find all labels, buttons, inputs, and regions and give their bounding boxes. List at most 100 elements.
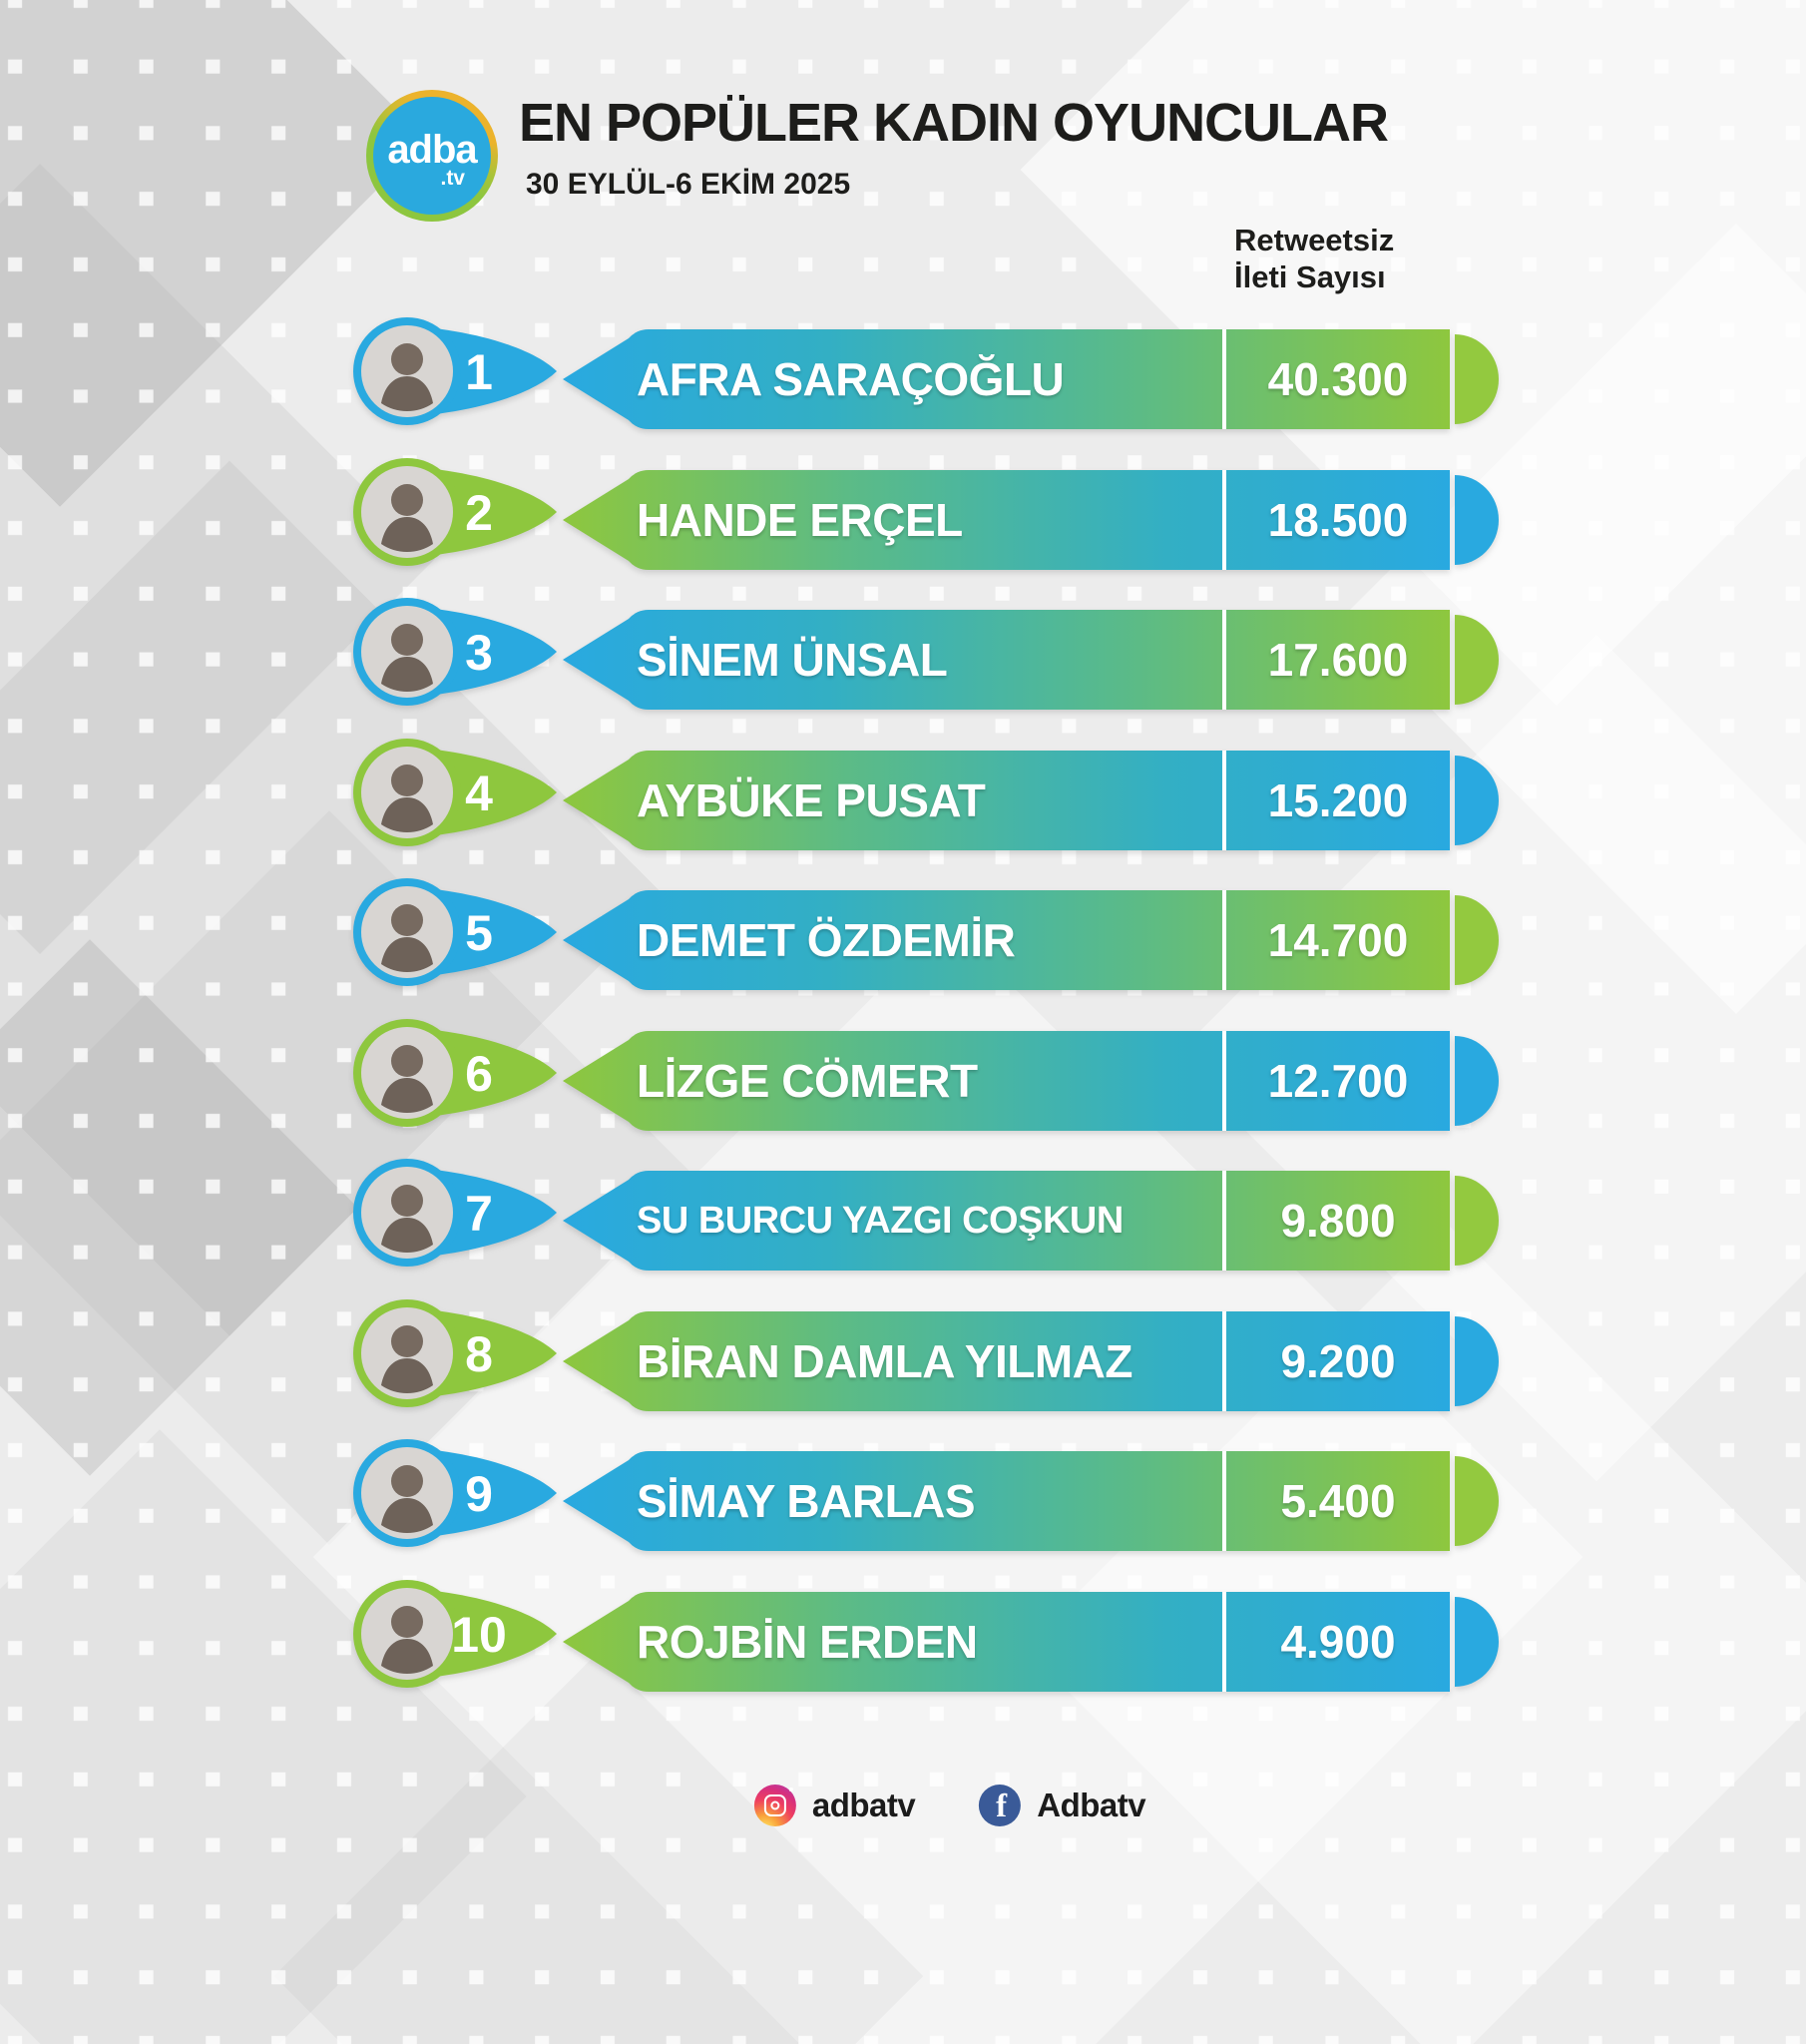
instagram-camera-lens	[770, 1800, 780, 1810]
instagram-icon	[753, 1785, 796, 1826]
logo-circle: adba .tv	[373, 97, 491, 215]
actor-name: SU BURCU YAZGI COŞKUN	[637, 1199, 1124, 1242]
value-divider	[1222, 470, 1226, 570]
banner-end-cap	[1455, 615, 1499, 705]
avatar-head	[391, 1185, 423, 1217]
banner-end-cap	[1455, 475, 1499, 565]
instagram-camera-frame	[763, 1794, 786, 1816]
actor-name: SİNEM ÜNSAL	[637, 634, 948, 686]
avatar-head	[391, 343, 423, 375]
avatar-shoulders	[381, 1498, 433, 1534]
message-count: 40.300	[1267, 353, 1409, 405]
actor-name: AYBÜKE PUSAT	[637, 774, 986, 826]
value-divider	[1222, 1171, 1226, 1271]
banner-end-cap	[1455, 1316, 1499, 1406]
instagram-handle: adbatv	[811, 1787, 916, 1823]
rank-pin: 7	[353, 1159, 557, 1267]
avatar-head	[391, 624, 423, 656]
rank-pin: 3	[353, 598, 557, 706]
value-column-header: Retweetsiz İleti Sayısı	[1234, 222, 1394, 295]
message-count: 15.200	[1267, 774, 1409, 826]
background-diamond	[0, 0, 427, 507]
avatar-shoulders	[381, 937, 433, 973]
banner-end-cap	[1455, 334, 1499, 424]
rank-pin: 1	[353, 317, 557, 425]
value-divider	[1222, 1031, 1226, 1131]
row-banner: ROJBİN ERDEN 4.900	[563, 1592, 1450, 1692]
banner-end-cap	[1455, 1456, 1499, 1546]
facebook-handle: Adbatv	[1037, 1787, 1146, 1823]
rank-number: 3	[465, 625, 493, 681]
avatar-shoulders	[381, 1218, 433, 1254]
message-count: 4.900	[1280, 1616, 1396, 1668]
instagram-camera-dot	[789, 1788, 793, 1791]
value-column-header-line1: Retweetsiz	[1234, 223, 1395, 257]
row-banner: LİZGE CÖMERT 12.700	[563, 1031, 1450, 1131]
rank-number: 9	[465, 1466, 493, 1522]
ranking-row: SİNEM ÜNSAL 17.600 3	[0, 598, 1806, 710]
rank-number: 5	[465, 905, 493, 961]
instagram-social: adbatv	[753, 1785, 916, 1826]
message-count: 17.600	[1267, 634, 1409, 686]
facebook-social: f Adbatv	[979, 1785, 1146, 1826]
ranking-row: AFRA SARAÇOĞLU 40.300 1	[0, 317, 1806, 429]
avatar-shoulders	[381, 797, 433, 833]
avatar-head	[391, 1045, 423, 1077]
ranking-row: ROJBİN ERDEN 4.900 10	[0, 1580, 1806, 1692]
rank-pin: 8	[353, 1299, 557, 1407]
actor-name: HANDE ERÇEL	[637, 494, 963, 546]
value-divider	[1222, 890, 1226, 990]
rank-number: 10	[451, 1607, 507, 1663]
actor-name: LİZGE CÖMERT	[637, 1055, 978, 1107]
rank-pin: 10	[353, 1580, 557, 1688]
actor-name: ROJBİN ERDEN	[637, 1616, 978, 1668]
facebook-icon: f	[979, 1785, 1022, 1826]
row-banner: SİNEM ÜNSAL 17.600	[563, 610, 1450, 710]
message-count: 9.800	[1280, 1195, 1396, 1247]
banner-end-cap	[1455, 1036, 1499, 1126]
rank-number: 6	[465, 1046, 493, 1102]
rank-number: 2	[465, 485, 493, 541]
facebook-f-glyph: f	[996, 1788, 1008, 1824]
value-divider	[1222, 610, 1226, 710]
value-column-header-line2: İleti Sayısı	[1234, 259, 1386, 294]
footer-social-bar: adbatv f Adbatv	[753, 1785, 1146, 1826]
rank-pin: 9	[353, 1439, 557, 1547]
ranking-row: LİZGE CÖMERT 12.700 6	[0, 1019, 1806, 1131]
row-banner: SİMAY BARLAS 5.400	[563, 1451, 1450, 1551]
actor-name: AFRA SARAÇOĞLU	[637, 353, 1065, 405]
avatar-shoulders	[381, 1358, 433, 1394]
ranking-row: SİMAY BARLAS 5.400 9	[0, 1439, 1806, 1551]
message-count: 5.400	[1280, 1475, 1396, 1527]
avatar-shoulders	[381, 1639, 433, 1675]
value-divider	[1222, 1592, 1226, 1692]
ranking-row: BİRAN DAMLA YILMAZ 9.200 8	[0, 1299, 1806, 1411]
message-count: 12.700	[1267, 1055, 1409, 1107]
banner-end-cap	[1455, 756, 1499, 845]
avatar-head	[391, 1606, 423, 1638]
adba-tv-logo: adba .tv	[366, 90, 498, 222]
row-banner: SU BURCU YAZGI COŞKUN 9.800	[563, 1171, 1450, 1271]
banner-end-cap	[1455, 1597, 1499, 1687]
avatar-head	[391, 484, 423, 516]
rank-number: 7	[465, 1186, 493, 1242]
rank-pin: 5	[353, 878, 557, 986]
ranking-row: HANDE ERÇEL 18.500 2	[0, 458, 1806, 570]
background-diamond	[273, 1651, 924, 2044]
actor-name: SİMAY BARLAS	[637, 1475, 976, 1527]
ranking-row: AYBÜKE PUSAT 15.200 4	[0, 739, 1806, 850]
banner-end-cap	[1455, 895, 1499, 985]
avatar-head	[391, 765, 423, 796]
row-banner: AFRA SARAÇOĞLU 40.300	[563, 329, 1450, 429]
avatar-shoulders	[381, 376, 433, 412]
actor-name: BİRAN DAMLA YILMAZ	[637, 1335, 1132, 1387]
value-divider	[1222, 1451, 1226, 1551]
actor-name: DEMET ÖZDEMİR	[637, 914, 1016, 966]
logo-tld: .tv	[440, 167, 465, 190]
avatar-head	[391, 1465, 423, 1497]
rank-number: 1	[465, 344, 493, 400]
avatar-head	[391, 904, 423, 936]
value-divider	[1222, 1311, 1226, 1411]
avatar-head	[391, 1325, 423, 1357]
